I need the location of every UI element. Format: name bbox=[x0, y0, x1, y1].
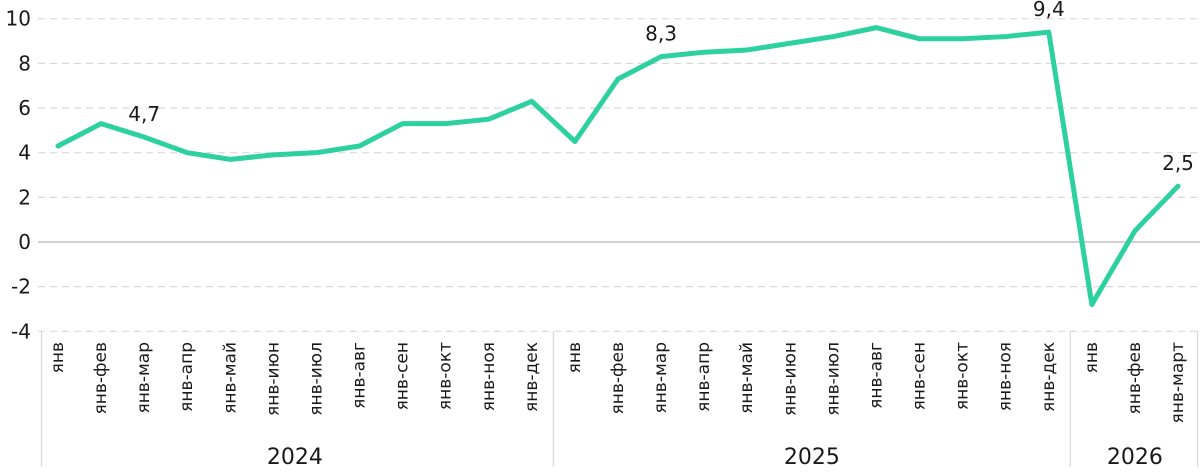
y-axis-tick-label: 0 bbox=[18, 230, 31, 254]
x-axis-tick-label: янв-сен bbox=[910, 342, 930, 410]
y-axis-tick-label: -2 bbox=[11, 275, 31, 299]
x-axis-tick-label: янв-авг bbox=[350, 342, 370, 409]
y-axis-tick-label: 10 bbox=[6, 7, 31, 31]
x-axis-tick-label: янв-ноя bbox=[479, 342, 499, 411]
x-axis-tick-label: янв-июн bbox=[263, 342, 283, 416]
x-axis-tick-label: янв-мар bbox=[651, 342, 671, 414]
x-axis-tick-label: янв-фев bbox=[1125, 342, 1145, 415]
data-point-label: 2,5 bbox=[1162, 151, 1194, 175]
year-label: 2025 bbox=[784, 445, 840, 470]
x-axis-tick-label: янв-апр bbox=[177, 342, 197, 412]
x-axis-tick-label: янв-апр bbox=[694, 342, 714, 412]
data-point-label: 4,7 bbox=[128, 102, 160, 126]
x-axis-tick-label: янв-дек bbox=[522, 342, 542, 412]
x-axis-tick-label: янв-фев bbox=[608, 342, 628, 415]
y-axis-tick-label: 4 bbox=[18, 141, 31, 165]
x-axis-tick-label: янв-июн bbox=[780, 342, 800, 416]
x-axis-tick-label: янв bbox=[1082, 342, 1102, 373]
x-axis-tick-label: янв-июл bbox=[306, 342, 326, 416]
x-axis-tick-label: янв-окт bbox=[436, 342, 456, 410]
y-axis-tick-label: 6 bbox=[18, 96, 31, 120]
y-axis-tick-label: 2 bbox=[18, 185, 31, 209]
y-axis-tick-label: -4 bbox=[11, 319, 31, 343]
x-axis-tick-label: янв-ноя bbox=[996, 342, 1016, 411]
x-axis-tick-label: янв-дек bbox=[1039, 342, 1059, 412]
x-axis-tick-label: янв-фев bbox=[91, 342, 111, 415]
x-axis-tick-label: янв-авг bbox=[866, 342, 886, 409]
year-label: 2026 bbox=[1107, 445, 1163, 470]
x-axis-tick-label: янв-май bbox=[220, 342, 240, 414]
x-axis-tick-label: янв-сен bbox=[393, 342, 413, 410]
x-axis-tick-label: янв-мар bbox=[134, 342, 154, 414]
y-axis-tick-label: 8 bbox=[18, 51, 31, 75]
data-series-line bbox=[55, 25, 1181, 308]
x-axis-tick-label: янв bbox=[565, 342, 585, 373]
x-axis-tick-label: янв-май bbox=[737, 342, 757, 414]
x-axis-tick-label: янв-окт bbox=[953, 342, 973, 410]
data-point-label: 8,3 bbox=[645, 22, 677, 46]
x-axis-tick-label: янв bbox=[48, 342, 68, 373]
year-label: 2024 bbox=[267, 445, 323, 470]
data-point-label: 9,4 bbox=[1033, 0, 1065, 21]
x-axis-tick-label: янв-июл bbox=[823, 342, 843, 416]
x-axis-tick-label: янв-март bbox=[1168, 342, 1188, 424]
